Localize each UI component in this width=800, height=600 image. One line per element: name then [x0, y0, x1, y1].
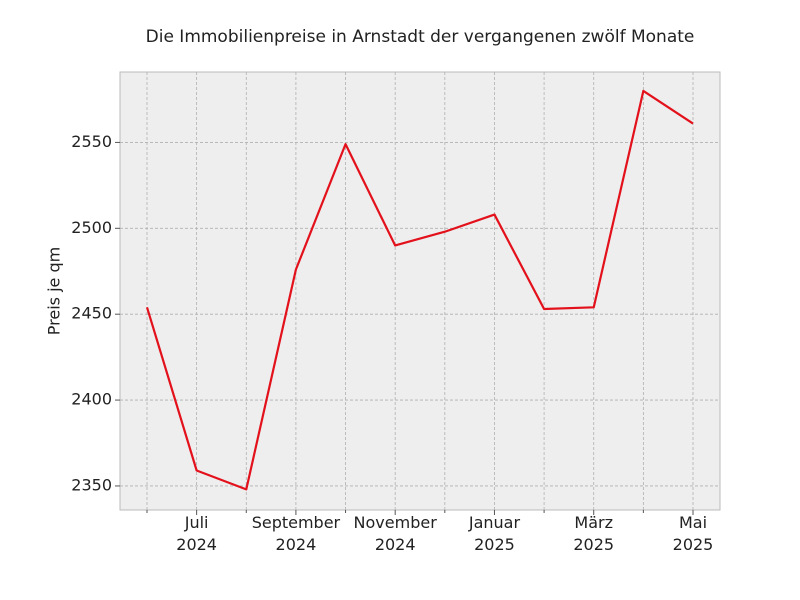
y-tick-label: 2550 [71, 132, 112, 151]
x-tick-label: November 2024 [353, 513, 437, 554]
x-tick-label: Mai 2025 [672, 513, 714, 554]
y-tick-label: 2500 [71, 218, 112, 237]
chart-title: Die Immobilienpreise in Arnstadt der ver… [146, 27, 695, 47]
x-tick-label: Januar 2025 [468, 513, 521, 554]
x-tick-label: September 2024 [251, 513, 341, 554]
y-tick-label: 2350 [71, 475, 112, 494]
y-tick-label: 2450 [71, 304, 112, 323]
y-tick-label: 2400 [71, 390, 112, 409]
x-tick-label: März 2025 [573, 513, 615, 554]
line-series [145, 89, 694, 491]
y-axis-label: Preis je qm [45, 247, 64, 335]
plot-area [119, 71, 721, 511]
x-tick-label: Juli 2024 [176, 513, 217, 554]
